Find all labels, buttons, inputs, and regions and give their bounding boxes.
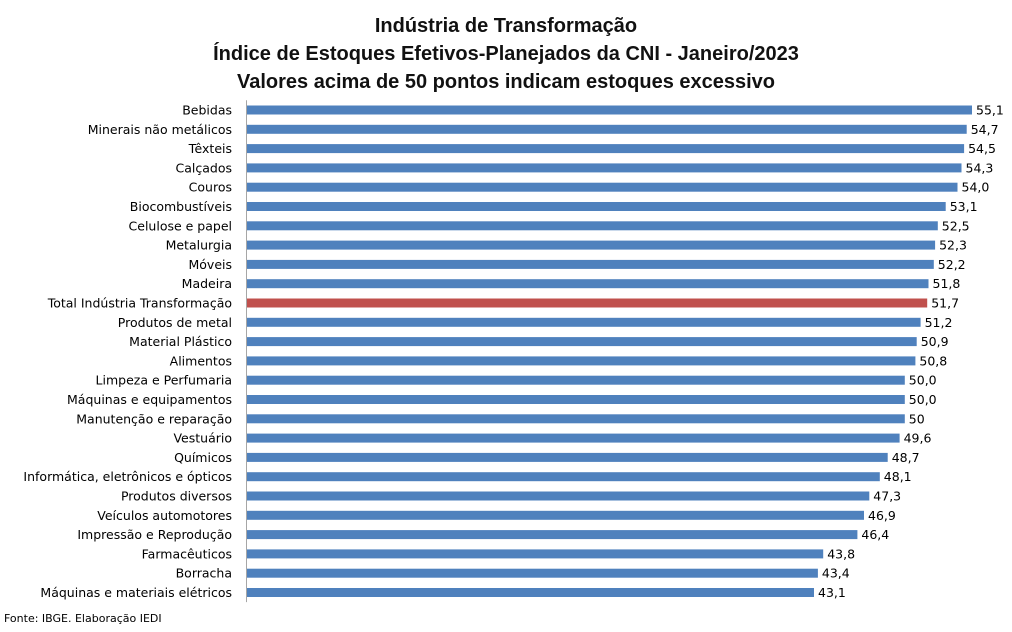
value-label: 46,4 [861,527,889,542]
value-label: 52,5 [942,218,970,233]
category-label: Couros [189,180,232,195]
value-label: 50,0 [909,392,937,407]
value-label: 48,1 [884,469,912,484]
category-label: Manutenção e reparação [76,411,232,426]
bar [246,124,967,134]
bar [246,105,972,115]
bar [246,472,880,482]
value-label: 43,8 [827,546,855,561]
category-label: Vestuário [173,431,232,446]
value-label: 54,7 [971,122,999,137]
bar [246,240,936,250]
value-label: 46,9 [868,508,896,523]
category-label: Máquinas e materiais elétricos [40,585,232,600]
category-label: Calçados [176,160,233,175]
category-label: Celulose e papel [129,218,232,233]
source-note: Fonte: IBGE. Elaboração IEDI [4,612,162,625]
value-label: 51,2 [925,315,953,330]
value-label: 51,8 [933,276,961,291]
bar [246,452,888,462]
chart-title-line-3: Valores acima de 50 pontos indicam estoq… [236,71,776,93]
category-label: Minerais não metálicos [88,122,232,137]
category-label: Borracha [176,566,232,581]
category-label: Biocombustíveis [130,199,232,214]
bar [246,375,905,385]
value-label: 54,0 [962,180,990,195]
category-label: Produtos de metal [118,315,232,330]
bar [246,414,905,424]
category-label: Químicos [174,450,232,465]
category-label: Veículos automotores [97,508,232,523]
bar [246,549,824,559]
bar [246,182,958,192]
value-label: 47,3 [873,489,901,504]
value-label: 50,9 [921,334,949,349]
value-label: 43,4 [822,566,850,581]
bar [246,491,870,501]
chart-title-line-1: Indústria de Transformação [374,15,638,37]
bar [246,144,965,154]
value-label: 52,2 [938,257,966,272]
category-label: Total Indústria Transformação [47,296,232,311]
category-label: Informática, eletrônicos e ópticos [23,469,232,484]
category-label: Máquinas e equipamentos [67,392,232,407]
category-label: Material Plástico [129,334,232,349]
value-label: 54,3 [966,160,994,175]
chart-title-line-2: Índice de Estoques Efetivos-Planejados d… [213,43,799,65]
category-label: Metalurgia [166,238,232,253]
bar [246,395,905,404]
category-label: Alimentos [170,353,232,368]
value-label: 50,0 [909,373,937,388]
category-label: Têxteis [188,141,232,156]
category-label: Produtos diversos [121,489,232,504]
category-label: Farmacêuticos [142,546,232,561]
bar [246,588,814,597]
value-label: 54,5 [968,141,996,156]
bar [246,530,858,540]
value-label: 48,7 [892,450,920,465]
bar [246,568,818,578]
value-label: 52,3 [939,238,967,253]
value-label: 50,8 [919,353,947,368]
value-label: 49,6 [904,431,932,446]
category-label: Madeira [182,276,232,291]
bar [246,202,946,211]
bar [246,510,864,520]
bar [246,163,962,173]
value-label: 53,1 [950,199,978,214]
bar-highlight [246,298,928,308]
value-label: 51,7 [931,296,959,311]
bar [246,317,921,327]
bar [246,356,916,366]
value-label: 43,1 [818,585,846,600]
value-label: 50 [909,411,925,426]
chart-title: Indústria de Transformação Índice de Est… [0,12,1012,96]
bar [246,433,900,443]
category-label: Móveis [188,257,232,272]
bar [246,279,929,289]
category-label: Limpeza e Perfumaria [96,373,232,388]
category-label: Impressão e Reprodução [77,527,232,542]
bar [246,221,938,231]
value-label: 55,1 [976,103,1004,118]
bar [246,337,917,347]
category-label: Bebidas [182,103,232,118]
bar [246,259,934,269]
